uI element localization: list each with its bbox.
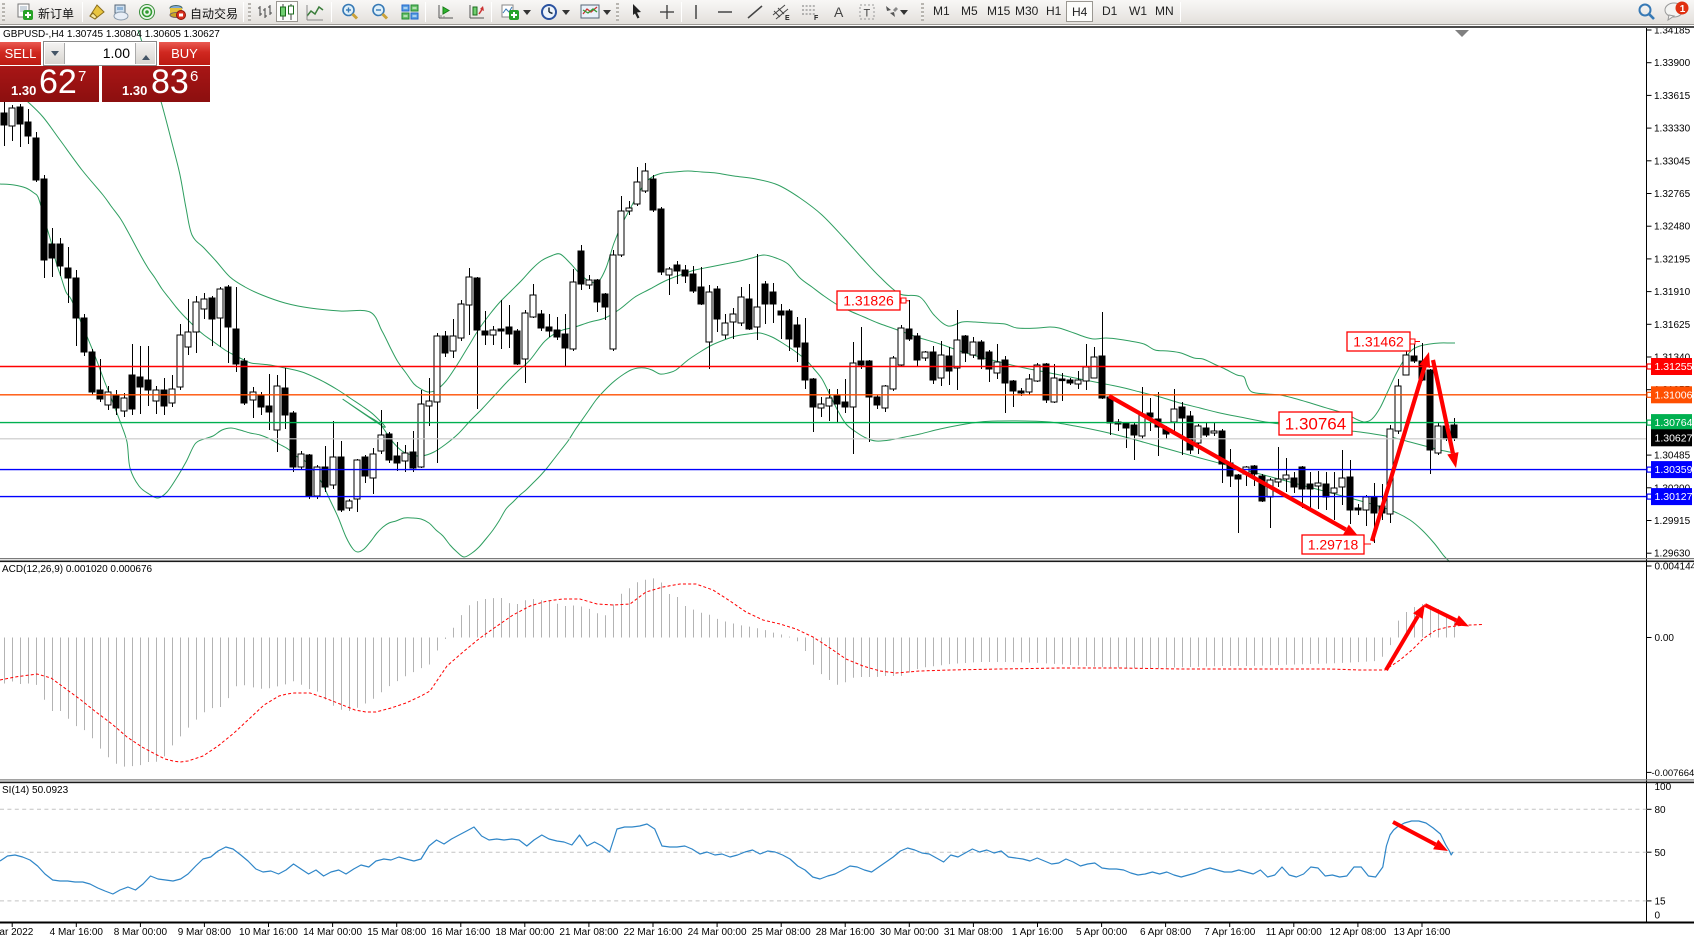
svg-text:28 Mar 16:00: 28 Mar 16:00 xyxy=(816,927,875,938)
svg-text:1.33900: 1.33900 xyxy=(1654,58,1691,69)
svg-text:1.31910: 1.31910 xyxy=(1654,287,1691,298)
svg-text:50: 50 xyxy=(1655,848,1667,859)
svg-text:22 Mar 16:00: 22 Mar 16:00 xyxy=(624,927,683,938)
svg-text:13 Apr 16:00: 13 Apr 16:00 xyxy=(1394,927,1451,938)
svg-text:1.33330: 1.33330 xyxy=(1654,124,1691,135)
svg-text:21 Mar 08:00: 21 Mar 08:00 xyxy=(559,927,618,938)
svg-text:6 Apr 08:00: 6 Apr 08:00 xyxy=(1140,927,1192,938)
svg-text:9 Mar 08:00: 9 Mar 08:00 xyxy=(178,927,232,938)
svg-text:25 Mar 08:00: 25 Mar 08:00 xyxy=(752,927,811,938)
svg-text:30 Mar 00:00: 30 Mar 00:00 xyxy=(880,927,939,938)
svg-text:Mar 2022: Mar 2022 xyxy=(0,927,34,938)
svg-text:7 Apr 16:00: 7 Apr 16:00 xyxy=(1204,927,1256,938)
svg-text:4 Mar 16:00: 4 Mar 16:00 xyxy=(50,927,104,938)
svg-text:10 Mar 16:00: 10 Mar 16:00 xyxy=(239,927,298,938)
svg-text:24 Mar 00:00: 24 Mar 00:00 xyxy=(688,927,747,938)
svg-text:15 Mar 08:00: 15 Mar 08:00 xyxy=(367,927,426,938)
svg-text:0.004144: 0.004144 xyxy=(1655,562,1694,573)
svg-text:0: 0 xyxy=(1655,911,1661,922)
svg-text:18 Mar 00:00: 18 Mar 00:00 xyxy=(495,927,554,938)
svg-text:GBPUSD-,H4 1.30745 1.30804 1.: GBPUSD-,H4 1.30745 1.30804 1.30605 1.306… xyxy=(3,29,220,40)
svg-text:E: E xyxy=(785,15,790,21)
svg-text:1.33045: 1.33045 xyxy=(1654,156,1691,167)
svg-text:1.31625: 1.31625 xyxy=(1654,320,1691,331)
svg-text:80: 80 xyxy=(1655,805,1667,816)
svg-text:1.30764: 1.30764 xyxy=(1285,415,1346,434)
svg-text:1.32480: 1.32480 xyxy=(1654,222,1691,233)
svg-text:1.31255: 1.31255 xyxy=(1655,361,1693,373)
svg-text:1 Apr 16:00: 1 Apr 16:00 xyxy=(1012,927,1064,938)
svg-text:11 Apr 00:00: 11 Apr 00:00 xyxy=(1266,927,1322,938)
svg-text:1.32765: 1.32765 xyxy=(1654,189,1691,200)
svg-text:5 Apr 00:00: 5 Apr 00:00 xyxy=(1076,927,1128,938)
svg-text:12 Apr 08:00: 12 Apr 08:00 xyxy=(1330,927,1387,938)
svg-text:SI(14) 50.0923: SI(14) 50.0923 xyxy=(2,785,69,796)
svg-text:A: A xyxy=(834,4,844,20)
svg-text:1.29915: 1.29915 xyxy=(1654,516,1691,527)
svg-text:1.30764: 1.30764 xyxy=(1655,417,1693,429)
svg-text:15: 15 xyxy=(1655,897,1667,908)
svg-text:1.29718: 1.29718 xyxy=(1308,537,1359,553)
svg-text:1.30127: 1.30127 xyxy=(1655,491,1693,503)
svg-text:T: T xyxy=(864,8,871,20)
svg-text:1.31462: 1.31462 xyxy=(1353,334,1404,350)
svg-text:F: F xyxy=(814,15,819,21)
svg-text:-0.007664: -0.007664 xyxy=(1652,768,1694,779)
svg-text:1.30359: 1.30359 xyxy=(1655,464,1693,476)
svg-text:1.33615: 1.33615 xyxy=(1654,91,1691,102)
svg-text:0.00: 0.00 xyxy=(1655,633,1675,644)
svg-text:31 Mar 08:00: 31 Mar 08:00 xyxy=(944,927,1003,938)
svg-text:1.32195: 1.32195 xyxy=(1654,254,1691,265)
svg-text:1: 1 xyxy=(1680,4,1686,15)
svg-text:16 Mar 16:00: 16 Mar 16:00 xyxy=(431,927,490,938)
svg-text:8 Mar 00:00: 8 Mar 00:00 xyxy=(114,927,168,938)
svg-text:1.31826: 1.31826 xyxy=(843,293,894,309)
svg-text:1.30627: 1.30627 xyxy=(1655,432,1693,444)
svg-text:1.30485: 1.30485 xyxy=(1654,451,1691,462)
svg-text:ACD(12,26,9) 0.001020 0.000676: ACD(12,26,9) 0.001020 0.000676 xyxy=(2,564,153,575)
svg-text:100: 100 xyxy=(1655,782,1672,793)
svg-text:14 Mar 00:00: 14 Mar 00:00 xyxy=(303,927,362,938)
svg-text:1.31006: 1.31006 xyxy=(1655,389,1693,401)
